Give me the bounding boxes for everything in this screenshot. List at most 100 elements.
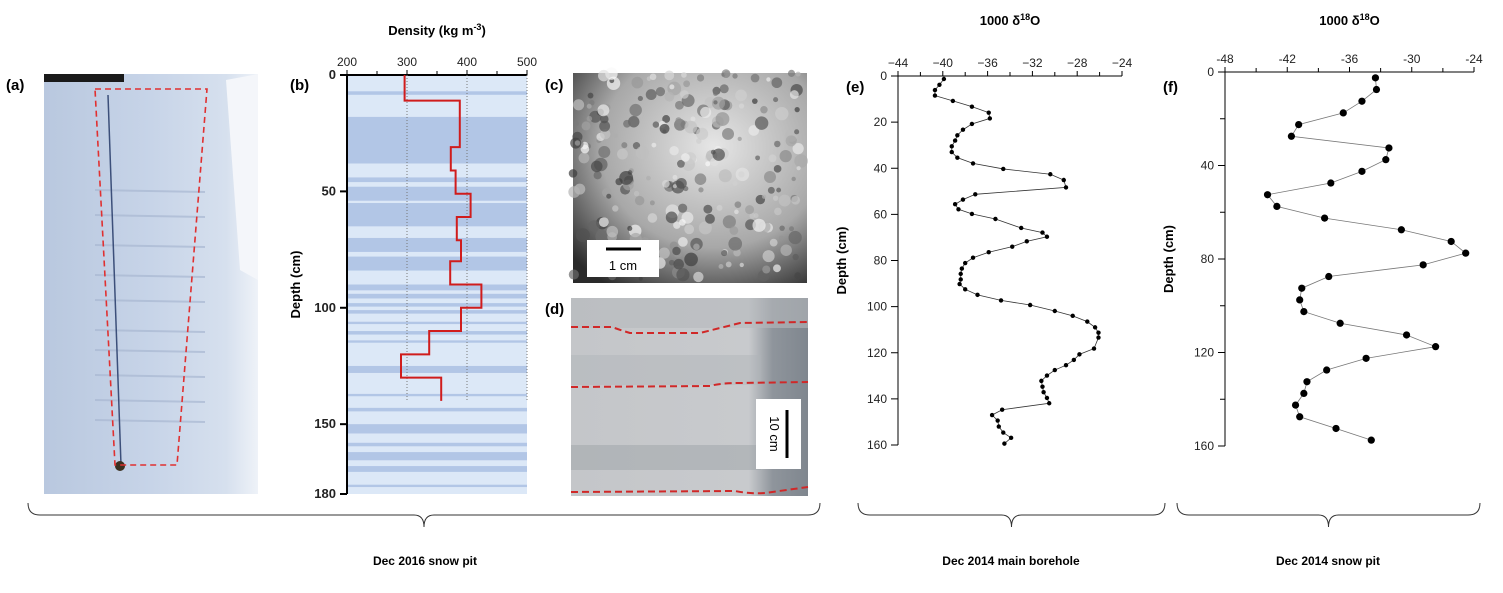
ice-crystal [693, 271, 704, 283]
data-point [1085, 319, 1090, 324]
data-point [1044, 234, 1050, 239]
snow-layer-band [347, 466, 527, 472]
chart-title: 1000 δ18O [980, 12, 1041, 28]
data-point [986, 110, 991, 115]
data-point [987, 116, 993, 121]
title-suffix: ) [481, 23, 485, 38]
ice-crystal [718, 169, 732, 183]
x-tick-label: -36 [1341, 52, 1359, 66]
ice-crystal [649, 73, 657, 81]
y-tick-label: 120 [1194, 346, 1214, 360]
ice-crystal [752, 218, 766, 232]
data-point [1296, 413, 1304, 421]
curly-brace [1176, 502, 1481, 528]
data-point [1092, 325, 1098, 330]
ice-crystal [774, 140, 781, 148]
ice-crystal [672, 246, 681, 256]
ice-crystal [779, 225, 785, 231]
ice-crystal [628, 116, 640, 128]
y-axis-title: Depth (cm) [288, 251, 303, 319]
borehole-isotope-chart: −44 −40 −36 −32 −28 −24 0 20 40 60 80 100 120 140 160 1… [834, 12, 1133, 452]
ice-crystal [737, 136, 742, 142]
data-point [1382, 156, 1390, 164]
ice-crystal [573, 120, 579, 127]
ice-crystal [789, 226, 795, 232]
y-tick-label: 160 [1194, 439, 1214, 453]
ice-crystal [606, 225, 619, 238]
ice-crystal [703, 204, 713, 214]
ice-crystal [769, 238, 778, 247]
ice-crystal [780, 244, 792, 256]
ice-crystal [734, 209, 739, 215]
ice-crystal [729, 226, 739, 235]
ice-crystal [652, 121, 660, 128]
data-point [932, 93, 938, 98]
ice-crystal [676, 177, 687, 189]
ice-crystal [745, 205, 755, 215]
ice-crystal [762, 265, 771, 274]
data-point [1048, 172, 1053, 177]
ice-crystal [776, 187, 782, 193]
ice-crystal [673, 258, 685, 270]
snow-layer-band [347, 293, 527, 299]
ice-crystal [575, 228, 590, 243]
x-tick-label: -24 [1465, 52, 1483, 66]
data-point [963, 287, 968, 292]
ice-crystal [680, 90, 689, 99]
data-point [960, 197, 966, 202]
group-label-2014-borehole: Dec 2014 main borehole [942, 554, 1080, 568]
data-point [1001, 166, 1006, 172]
data-point [970, 161, 976, 166]
ice-crystal [775, 106, 789, 121]
ice-crystal [761, 194, 767, 199]
data-point [957, 281, 962, 287]
data-point [1295, 120, 1303, 129]
ice-crystal [574, 140, 581, 146]
data-point [1061, 177, 1066, 183]
data-point [1462, 249, 1470, 257]
ice-crystal [678, 203, 688, 213]
ice-crystal [637, 95, 643, 102]
ice-crystal [586, 115, 593, 122]
ice-crystal [791, 195, 801, 205]
ice-crystal [771, 77, 783, 89]
y-tick-label: 80 [1201, 252, 1215, 266]
data-point [952, 202, 958, 207]
data-point [941, 76, 947, 82]
ice-crystal [690, 116, 696, 122]
ice-crystal [773, 264, 781, 273]
ice-crystal [631, 76, 644, 89]
ice-crystal [693, 243, 700, 251]
data-point [1039, 378, 1044, 384]
ice-crystal [725, 261, 732, 268]
snow-layer-band [347, 303, 527, 307]
data-point [1358, 97, 1366, 105]
curly-brace [857, 502, 1166, 528]
ice-crystal [774, 207, 782, 216]
ice-crystal [684, 224, 695, 235]
ice-crystal [598, 146, 611, 158]
ice-crystal [664, 91, 675, 102]
x-tick-label: -30 [1403, 52, 1421, 66]
ice-crystal [664, 70, 675, 81]
ice-crystal [675, 117, 682, 124]
ice-crystal [696, 138, 702, 144]
y-tick-label: 40 [874, 161, 888, 175]
data-point [1332, 424, 1340, 433]
data-point [1263, 191, 1272, 199]
snow-layer-band [347, 237, 527, 252]
ice-crystal [779, 235, 784, 241]
ice-crystal [698, 187, 704, 193]
snow-layer-band [347, 116, 527, 164]
ice-crystal [676, 268, 690, 282]
x-tick-label: −36 [977, 56, 998, 70]
panel-d-label: (d) [545, 301, 564, 318]
ice-crystal [669, 146, 679, 156]
ice-crystal [721, 249, 728, 257]
ice-crystal [595, 229, 609, 243]
ice-crystal [598, 69, 610, 82]
snow-layer [94, 374, 206, 378]
ice-crystal [655, 87, 666, 97]
data-point [1358, 167, 1366, 175]
data-point [998, 298, 1004, 303]
